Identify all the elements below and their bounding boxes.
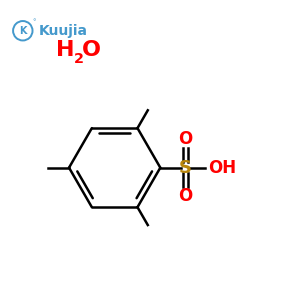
Text: °: ° <box>32 19 36 25</box>
Text: H: H <box>56 40 74 60</box>
Text: O: O <box>82 40 101 60</box>
Text: Kuujia: Kuujia <box>39 24 88 38</box>
Text: OH: OH <box>208 159 236 177</box>
Text: O: O <box>178 187 193 205</box>
Text: 2: 2 <box>74 52 84 66</box>
Text: O: O <box>178 130 193 148</box>
Text: K: K <box>19 26 27 36</box>
Text: S: S <box>179 159 192 177</box>
